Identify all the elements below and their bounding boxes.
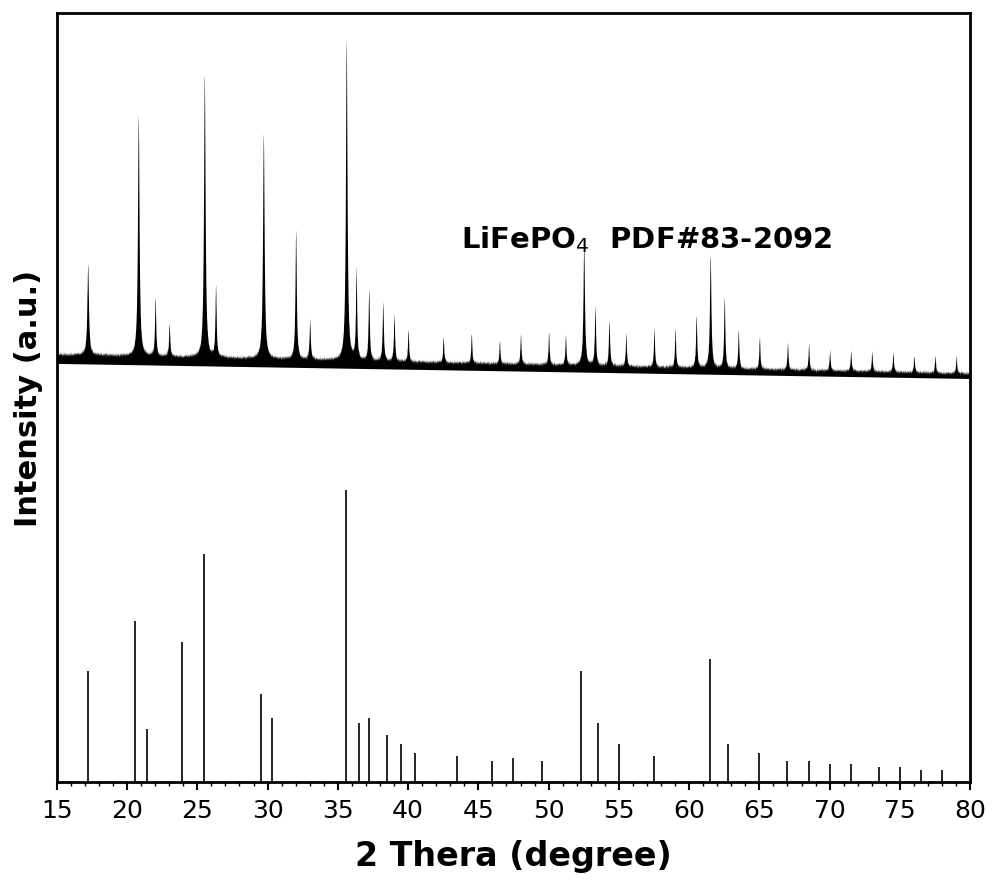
- X-axis label: 2 Thera (degree): 2 Thera (degree): [355, 839, 672, 872]
- Text: LiFePO$_4$  PDF#83-2092: LiFePO$_4$ PDF#83-2092: [461, 224, 832, 255]
- Y-axis label: Intensity (a.u.): Intensity (a.u.): [14, 269, 43, 526]
